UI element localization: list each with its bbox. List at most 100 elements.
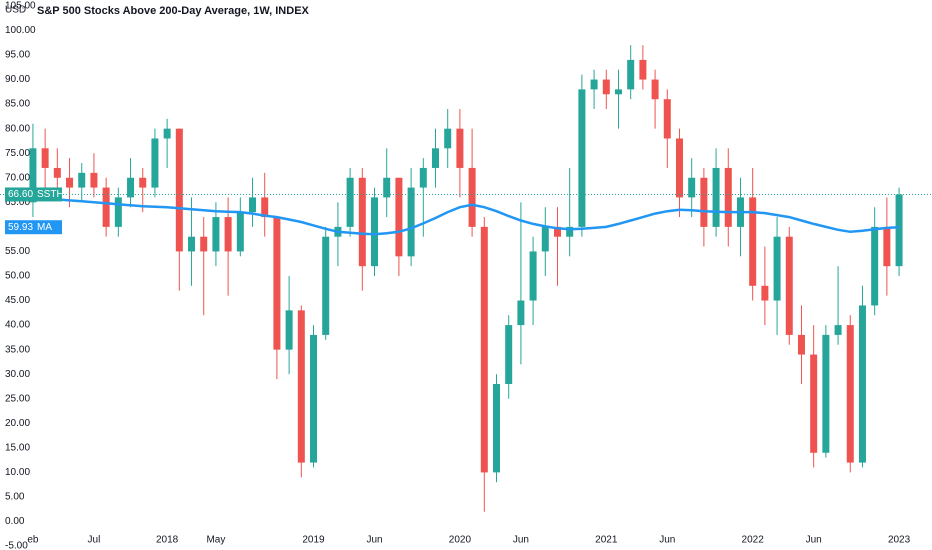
unit-label: USD [5, 5, 26, 16]
candle-body [663, 99, 671, 139]
candle-body [895, 194, 903, 267]
candle-body [602, 79, 610, 95]
y-tick-label: 105.00 [5, 1, 36, 12]
y-tick-label: 10.00 [5, 467, 30, 478]
candle-body [529, 251, 537, 301]
candle-body [712, 167, 720, 227]
candle-body [822, 334, 830, 453]
candle-body [224, 217, 232, 252]
candle-body [151, 138, 159, 188]
candle-body [127, 177, 135, 198]
ma-line [32, 196, 900, 236]
candle-body [651, 79, 659, 100]
y-tick-label: 95.00 [5, 50, 30, 61]
candle-body [358, 177, 366, 267]
candle-body [492, 384, 500, 473]
x-tick-label: 2023 [888, 535, 911, 546]
candle-body [688, 177, 696, 198]
y-tick-label: 55.00 [5, 246, 30, 257]
candle-body [858, 305, 866, 463]
x-tick-label: 2021 [595, 535, 618, 546]
candle-body [456, 128, 464, 168]
x-tick-label: Jul [88, 535, 101, 546]
y-tick-label: 80.00 [5, 123, 30, 134]
chart-title: S&P 500 Stocks Above 200-Day Average, 1W… [37, 5, 310, 17]
y-tick-label: 100.00 [5, 25, 36, 36]
candle-body [175, 128, 183, 252]
candle-body [236, 212, 244, 252]
candle-body [432, 148, 440, 168]
symbol-label: SSTH [37, 189, 64, 200]
candle-body [297, 310, 305, 463]
candle-body [90, 172, 98, 188]
candle-body [395, 177, 403, 257]
y-tick-label: 70.00 [5, 172, 30, 183]
candle-body [810, 354, 818, 453]
candle-body [407, 187, 415, 257]
x-tick-label: 2018 [156, 535, 179, 546]
y-tick-label: 75.00 [5, 148, 30, 159]
y-tick-label: 35.00 [5, 344, 30, 355]
candle-body [188, 236, 196, 252]
x-tick-label: Jun [366, 535, 382, 546]
candle-body [261, 197, 269, 218]
candle-body [383, 177, 391, 198]
candle-body [566, 226, 574, 237]
candle-body [212, 217, 220, 252]
candle-body [480, 226, 488, 473]
y-tick-label: 45.00 [5, 295, 30, 306]
candle-body [114, 197, 122, 227]
candle-body [419, 167, 427, 188]
candle-body [310, 334, 318, 463]
candle-body [749, 197, 757, 286]
candle-body [517, 300, 525, 326]
ma-name-label: MA [37, 222, 52, 233]
ma-value-label: 59.93 [8, 222, 33, 233]
candle-body [553, 226, 561, 237]
y-tick-label: 30.00 [5, 369, 30, 380]
candle-body [139, 177, 147, 188]
candle-body [163, 128, 171, 139]
y-tick-label: 65.00 [5, 197, 30, 208]
last-price-label: 66.60 [8, 189, 33, 200]
candle-body [614, 89, 622, 95]
candle-body [590, 79, 598, 90]
candle-body [675, 138, 683, 198]
x-tick-label: May [206, 535, 225, 546]
candle-body [883, 226, 891, 267]
x-tick-label: 2022 [742, 535, 765, 546]
y-tick-label: 50.00 [5, 271, 30, 282]
candle-body [578, 89, 586, 227]
x-tick-label: eb [27, 535, 39, 546]
y-tick-label: 90.00 [5, 74, 30, 85]
candle-body [785, 236, 793, 335]
candle-body [834, 325, 842, 335]
y-tick-label: 20.00 [5, 418, 30, 429]
y-tick-label: 0.00 [5, 516, 25, 527]
candle-body [29, 148, 37, 203]
candle-body [639, 59, 647, 80]
x-tick-label: 2020 [449, 535, 472, 546]
candle-body [505, 325, 513, 385]
candle-body [273, 217, 281, 350]
candle-body [346, 177, 354, 227]
candle-body [541, 226, 549, 252]
candle-body [761, 285, 769, 301]
y-tick-label: 85.00 [5, 99, 30, 110]
candle-body [285, 310, 293, 350]
candle-body [700, 177, 708, 227]
candle-body [724, 167, 732, 227]
x-tick-label: Jun [806, 535, 822, 546]
candle-body [371, 197, 379, 267]
x-tick-label: Jun [513, 535, 529, 546]
candle-body [66, 177, 74, 188]
ma-box [5, 220, 62, 235]
candle-body [797, 334, 805, 355]
candle-body [846, 325, 854, 463]
candle-body [53, 167, 61, 178]
y-tick-label: 40.00 [5, 320, 30, 331]
x-tick-label: 2019 [302, 535, 325, 546]
candle-body [871, 226, 879, 306]
candle-body [627, 59, 635, 90]
candle-body [102, 187, 110, 227]
